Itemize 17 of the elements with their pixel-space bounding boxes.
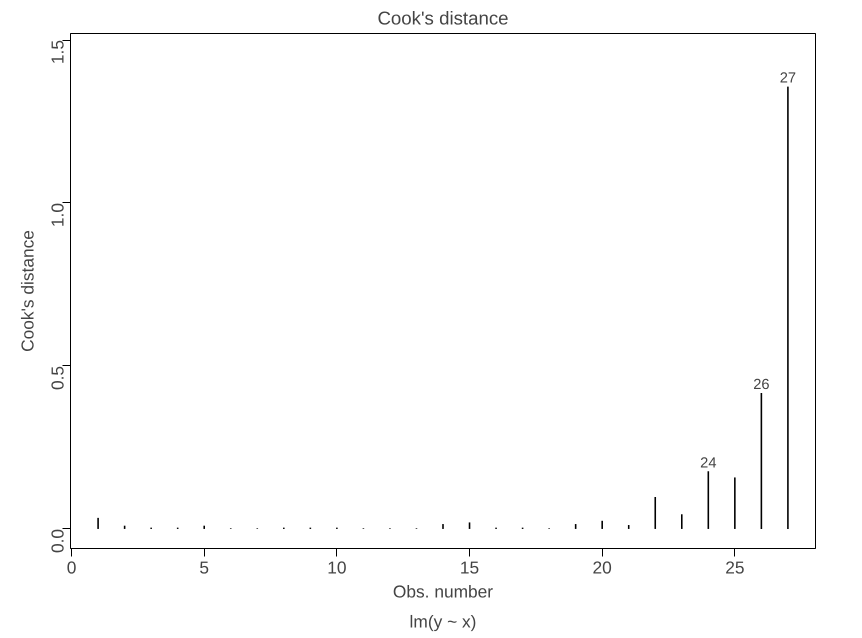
x-tick-label: 20 bbox=[592, 558, 612, 578]
chart-title: Cook's distance bbox=[377, 8, 509, 28]
y-tick-label: 1.5 bbox=[48, 40, 68, 64]
annotation: 24 bbox=[700, 455, 716, 472]
annotation: 26 bbox=[753, 377, 770, 394]
x-axis-title: Obs. number bbox=[392, 582, 494, 602]
x-tick-label: 10 bbox=[327, 558, 347, 578]
annotation: 27 bbox=[780, 70, 796, 87]
text: lm(y ~ x) bbox=[410, 612, 476, 632]
x-tick-label: 15 bbox=[460, 558, 480, 578]
y-axis-title: Cook's distance bbox=[18, 230, 38, 352]
y-tick-label: 0.0 bbox=[48, 528, 68, 554]
y-tick-label: 1.0 bbox=[48, 202, 68, 228]
x-tick-label: 25 bbox=[725, 558, 744, 578]
x-tick-label: 0 bbox=[66, 558, 76, 578]
x-tick-label: 5 bbox=[199, 558, 210, 578]
y-tick-label: 0.5 bbox=[48, 366, 68, 390]
